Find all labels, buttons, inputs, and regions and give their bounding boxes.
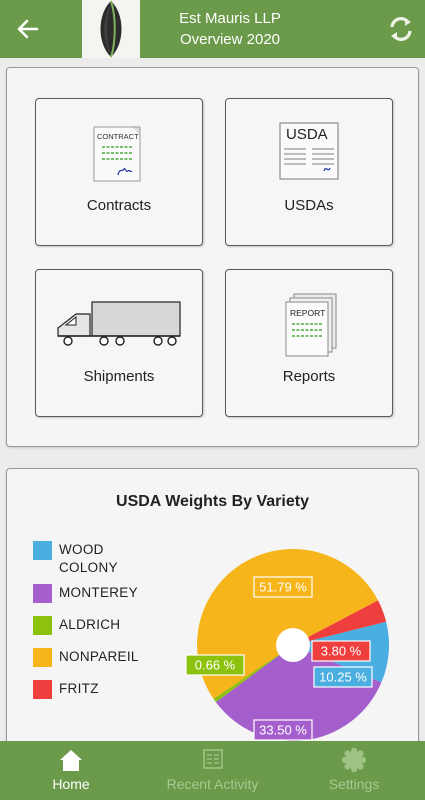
reports-label: Reports: [282, 368, 336, 385]
contract-document-icon: CONTRACT: [93, 126, 141, 182]
pie-label-text: 10.25 %: [319, 670, 367, 685]
pie-center-hole: [276, 628, 310, 662]
nav-home-label: Home: [52, 776, 90, 792]
leaf-logo-icon: [100, 0, 122, 58]
refresh-icon: [390, 17, 412, 41]
legend-swatch: [33, 616, 52, 635]
pie-label-box: [253, 719, 313, 741]
nav-home[interactable]: Home: [0, 741, 142, 800]
legend-label: ALDRICH: [59, 617, 121, 632]
legend-swatch: [33, 584, 52, 603]
legend-label: WOOD COLONY: [59, 542, 118, 575]
top-app-bar: Est Mauris LLP Overview 2020: [0, 0, 425, 58]
legend-item: FRITZ: [33, 680, 159, 699]
legend-label: NONPAREIL: [59, 649, 139, 664]
pie-label-text: 0.66 %: [195, 658, 236, 673]
nav-recent-activity[interactable]: Recent Activity: [142, 741, 283, 800]
pie-label-box: [253, 576, 313, 598]
legend-label: FRITZ: [59, 681, 99, 696]
legend-item: WOOD COLONY: [33, 541, 159, 577]
nav-settings-label: Settings: [328, 776, 380, 792]
chart-title: USDA Weights By Variety: [116, 493, 309, 510]
legend-swatch: [33, 648, 52, 667]
pie-data-label: 0.66 %: [185, 654, 245, 676]
usda-icon-text: USDA: [286, 126, 328, 143]
document-list-icon: [202, 749, 223, 769]
pie-label-box: [313, 666, 373, 688]
contract-icon-text: CONTRACT: [97, 132, 139, 141]
bottom-navigation: Home Recent Activity Settings: [0, 741, 425, 800]
report-stack-icon: REPORT: [285, 293, 337, 357]
pie-slice: [293, 600, 387, 645]
nav-recent-activity-label: Recent Activity: [166, 776, 259, 792]
legend-swatch: [33, 680, 52, 699]
pie-label-text: 3.80 %: [321, 644, 362, 659]
usda-weights-chart-card: USDA Weights By Variety WOOD COLONY MONT…: [6, 468, 419, 758]
header-title-block: Est Mauris LLP Overview 2020: [150, 8, 310, 50]
chart-legend: WOOD COLONY MONTEREY ALDRICH NONPAREIL F…: [33, 541, 159, 699]
pie-label-text: 33.50 %: [259, 723, 307, 738]
menu-card: CONTRACT Contracts USDA: [6, 67, 419, 447]
usda-document-icon: USDA: [279, 122, 339, 180]
legend-item: MONTEREY: [33, 584, 159, 603]
nav-settings[interactable]: Settings: [283, 741, 425, 800]
refresh-button[interactable]: [384, 12, 418, 46]
contracts-label: Contracts: [86, 197, 152, 214]
legend-item: ALDRICH: [33, 616, 159, 635]
shipments-label: Shipments: [83, 368, 155, 385]
pie-data-label: 10.25 %: [313, 666, 373, 688]
truck-icon: [57, 301, 181, 346]
arrow-left-icon: [17, 19, 39, 39]
pie-slice: [213, 645, 293, 703]
legend-label: MONTEREY: [59, 585, 138, 600]
legend-item: NONPAREIL: [33, 648, 159, 667]
home-icon: [60, 750, 82, 771]
usdas-label: USDAs: [284, 197, 334, 214]
legend-swatch: [33, 541, 52, 560]
pie-data-label: 33.50 %: [253, 719, 313, 741]
shipments-tile[interactable]: Shipments: [35, 269, 203, 417]
pie-chart: 10.25 % 33.50 % 0.66 % 51.79 % 3.80 %: [185, 548, 389, 741]
gear-icon: [341, 747, 367, 773]
pie-label-box: [185, 654, 245, 676]
pie-label-text: 51.79 %: [259, 580, 307, 595]
usdas-tile[interactable]: USDA USDAs: [225, 98, 393, 246]
company-logo: [82, 0, 140, 58]
pie-label-box: [311, 640, 371, 662]
contracts-tile[interactable]: CONTRACT Contracts: [35, 98, 203, 246]
back-button[interactable]: [12, 14, 44, 44]
reports-tile[interactable]: REPORT Reports: [225, 269, 393, 417]
pie-data-label: 51.79 %: [253, 576, 313, 598]
company-name: Est Mauris LLP: [179, 10, 281, 27]
report-icon-text: REPORT: [290, 308, 325, 318]
pie-data-label: 3.80 %: [311, 640, 371, 662]
page-subtitle: Overview 2020: [179, 31, 281, 48]
